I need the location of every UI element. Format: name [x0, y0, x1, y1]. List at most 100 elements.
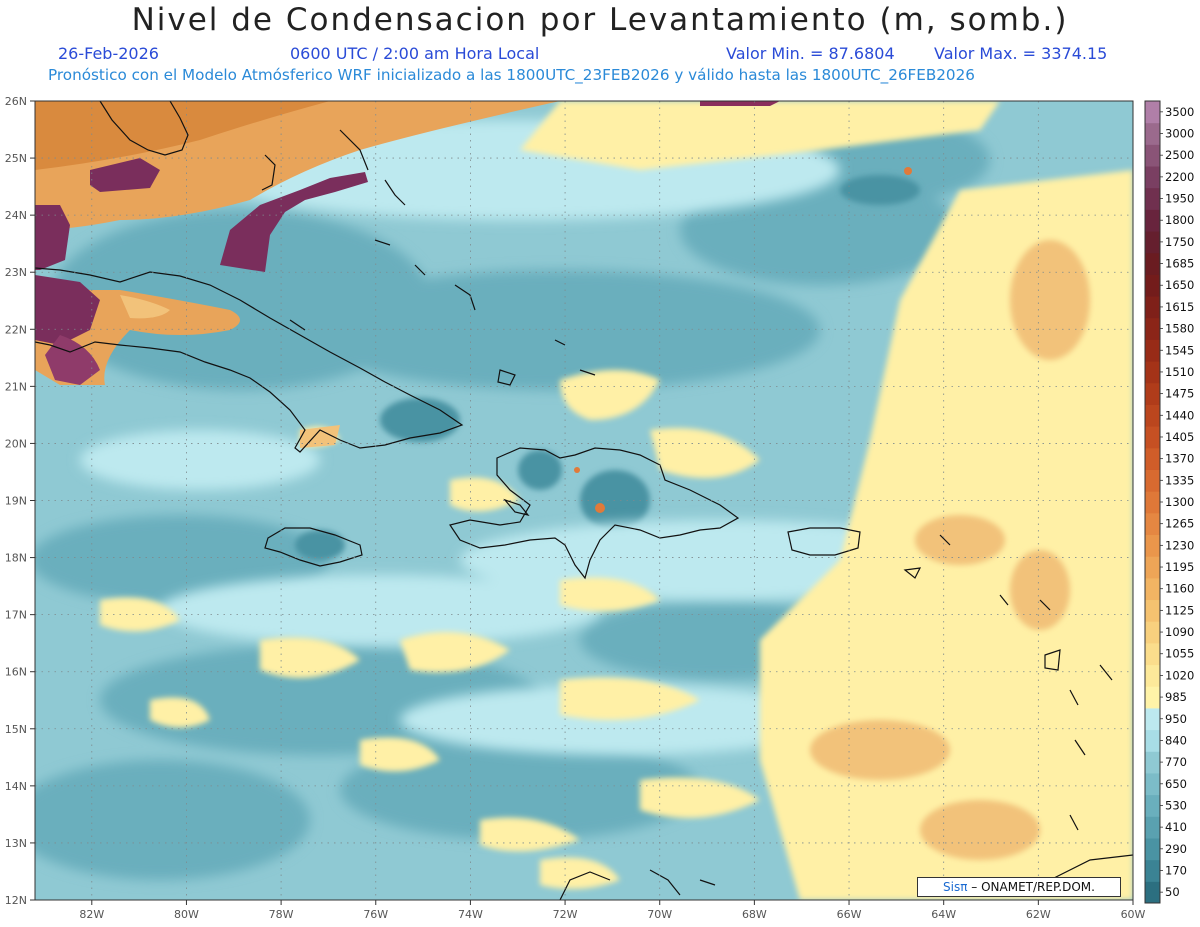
lon-tick-label: 64W — [931, 908, 956, 921]
local-max-specks — [574, 167, 912, 513]
credit-text: – ONAMET/REP.DOM. — [971, 880, 1095, 894]
colorbar-swatch — [1145, 621, 1160, 644]
colorbar-level-label: 1300 — [1165, 495, 1194, 509]
colorbar-swatch — [1145, 707, 1160, 731]
model-info: Pronóstico con el Modelo Atmósferico WRF… — [48, 66, 975, 84]
colorbar-level-label: 1195 — [1165, 560, 1194, 574]
max-value: Valor Max. = 3374.15 — [934, 44, 1108, 63]
colorbar-level-label: 1440 — [1165, 408, 1194, 422]
colorbar-swatch — [1145, 447, 1160, 470]
colorbar-swatch — [1145, 577, 1160, 601]
forecast-time: 0600 UTC / 2:00 am Hora Local — [290, 44, 540, 63]
lat-tick-label: 17N — [5, 609, 27, 622]
lat-tick-label: 26N — [5, 95, 27, 108]
colorbar-swatch — [1145, 859, 1160, 882]
colorbar: 50 170 290 410 530 650 770 840 950 985 1020 1055 109… — [1144, 100, 1194, 904]
colorbar-swatch — [1145, 209, 1160, 232]
colorbar-level-label: 1125 — [1165, 603, 1194, 617]
orange-high-lcl — [810, 240, 1090, 860]
colorbar-swatch — [1145, 794, 1160, 817]
coastlines — [35, 101, 1133, 900]
colorbar-level-label: 1685 — [1165, 257, 1194, 271]
lon-tick-label: 76W — [363, 908, 388, 921]
lat-tick-label: 25N — [5, 152, 27, 165]
colorbar-swatch — [1145, 881, 1160, 904]
lat-tick-label: 24N — [5, 209, 27, 222]
colorbar-swatch — [1145, 491, 1160, 514]
lat-tick-label: 15N — [5, 723, 27, 736]
very-low-lcl-areas — [295, 175, 920, 560]
forecast-date: 26-Feb-2026 — [58, 44, 159, 63]
lat-tick-label: 23N — [5, 266, 27, 279]
colorbar-level-label: 1650 — [1165, 278, 1194, 292]
lon-tick-label: 82W — [79, 908, 104, 921]
light-cyan-bands — [80, 120, 980, 755]
colorbar-swatch — [1145, 512, 1160, 536]
colorbar-swatch — [1145, 469, 1160, 492]
colorbar-level-label: 1615 — [1165, 300, 1194, 314]
colorbar-swatch — [1145, 101, 1160, 124]
map-title: Nivel de Condensacion por Levantamiento … — [131, 2, 1069, 38]
colorbar-level-label: 3000 — [1165, 127, 1194, 141]
lat-tick-label: 20N — [5, 437, 27, 450]
colorbar-swatch — [1145, 426, 1160, 449]
colorbar-level-label: 950 — [1165, 712, 1187, 726]
colorbar-level-label: 410 — [1165, 820, 1187, 834]
colorbar-swatch — [1145, 339, 1160, 362]
coast-puerto-rico — [787, 527, 861, 556]
lat-tick-label: 12N — [5, 894, 27, 907]
colorbar-swatch — [1145, 122, 1160, 145]
colorbar-level-label: 50 — [1165, 885, 1180, 899]
coast-cuba — [35, 267, 464, 453]
lon-tick-label: 66W — [837, 908, 862, 921]
colorbar-swatch — [1145, 837, 1160, 861]
lon-tick-label: 70W — [647, 908, 672, 921]
colorbar-level-label: 1160 — [1165, 582, 1194, 596]
colorbar-swatch — [1145, 664, 1160, 687]
colorbar-swatch — [1145, 231, 1160, 254]
colorbar-level-label: 1475 — [1165, 387, 1194, 401]
lon-tick-label: 78W — [269, 908, 294, 921]
colorbar-swatch — [1145, 816, 1160, 839]
axis-ticks: 82W 80W 78W 76W 74W 72W 70W 68W 66W 64W 62W 60W 12N 1… — [5, 95, 1146, 921]
lat-tick-label: 13N — [5, 837, 27, 850]
colorbar-swatch — [1145, 144, 1160, 167]
colorbar-swatch — [1145, 317, 1160, 340]
lat-tick-label: 22N — [5, 323, 27, 336]
colorbar-level-label: 1405 — [1165, 430, 1194, 444]
colorbar-swatch — [1145, 252, 1160, 275]
colorbar-swatch — [1145, 404, 1160, 427]
coast-hispaniola — [449, 447, 740, 580]
colorbar-level-label: 1580 — [1165, 322, 1194, 336]
min-value: Valor Min. = 87.6804 — [726, 44, 895, 63]
colorbar-level-label: 1800 — [1165, 213, 1194, 227]
colorbar-level-label: 2200 — [1165, 170, 1194, 184]
colorbar-level-label: 1230 — [1165, 538, 1194, 552]
colorbar-level-label: 1090 — [1165, 625, 1194, 639]
lon-tick-label: 72W — [553, 908, 578, 921]
colorbar-level-label: 1750 — [1165, 235, 1194, 249]
colorbar-swatch — [1145, 599, 1160, 622]
colorbar-level-label: 985 — [1165, 690, 1187, 704]
coast-jamaica — [264, 527, 363, 567]
lon-tick-label: 74W — [458, 908, 483, 921]
colorbar-level-label: 1055 — [1165, 647, 1194, 661]
colorbar-level-label: 170 — [1165, 863, 1187, 877]
colorbar-level-label: 1510 — [1165, 365, 1194, 379]
lat-tick-label: 18N — [5, 552, 27, 565]
colorbar-level-label: 1370 — [1165, 452, 1194, 466]
colorbar-swatch — [1145, 772, 1160, 796]
colorbar-swatch — [1145, 382, 1160, 405]
colorbar-swatch — [1145, 361, 1160, 384]
lat-tick-label: 21N — [5, 380, 27, 393]
lat-tick-label: 14N — [5, 780, 27, 793]
colorbar-level-label: 3500 — [1165, 105, 1194, 119]
colorbar-level-label: 1545 — [1165, 343, 1194, 357]
lon-tick-label: 60W — [1121, 908, 1146, 921]
colorbar-level-label: 530 — [1165, 798, 1187, 812]
credit-box: Sisπ – ONAMET/REP.DOM. — [917, 877, 1121, 897]
colorbar-swatch — [1145, 274, 1160, 297]
colorbar-level-label: 290 — [1165, 842, 1187, 856]
colorbar-level-label: 840 — [1165, 733, 1187, 747]
